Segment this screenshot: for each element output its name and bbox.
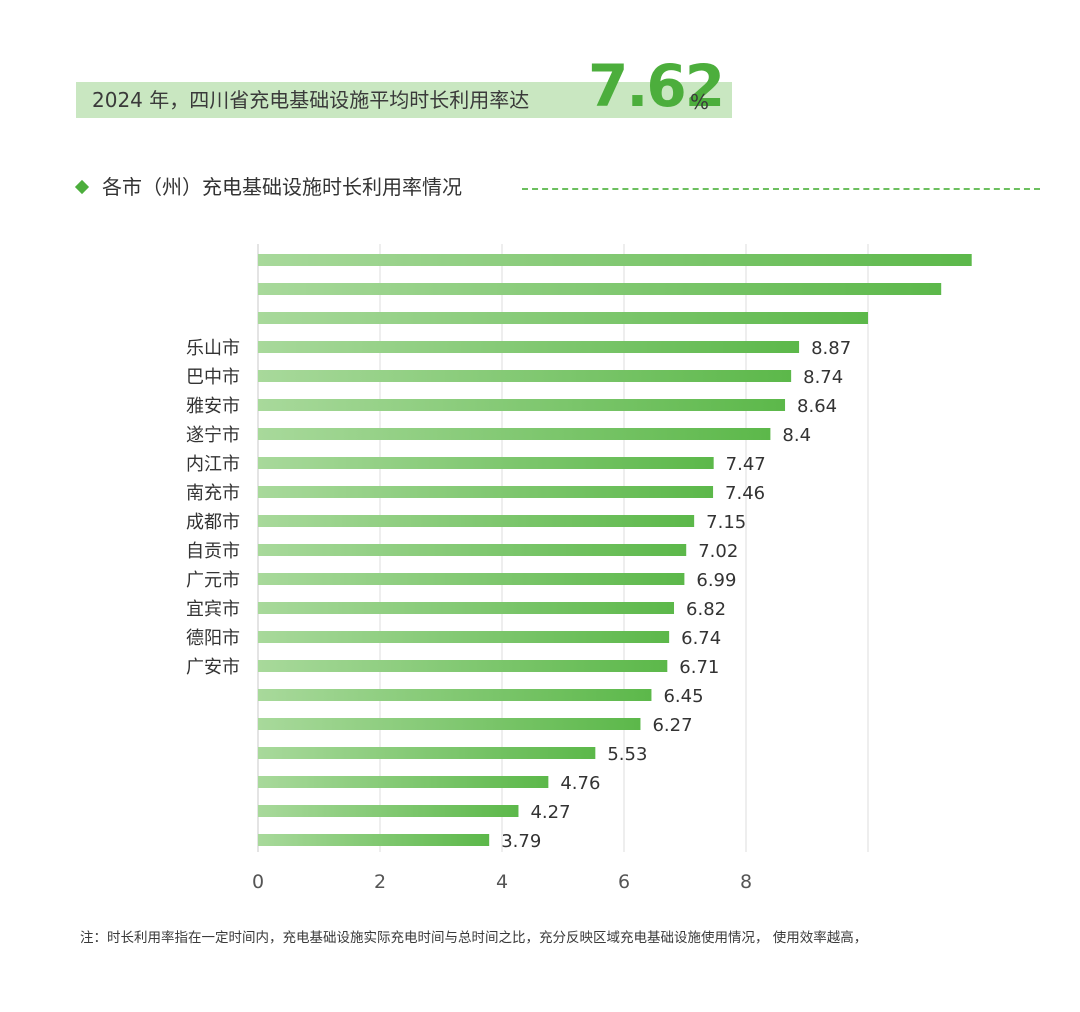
bar xyxy=(258,457,714,469)
value-label: 6.27 xyxy=(652,715,692,736)
category-label: 南充市 xyxy=(186,483,240,504)
headline-unit: % xyxy=(690,90,710,114)
bar xyxy=(258,399,786,411)
value-label: 6.74 xyxy=(681,628,721,649)
category-label: 广安市 xyxy=(186,657,240,678)
section-title: 各市（州）充电基础设施时长利用率情况 xyxy=(102,175,462,199)
headline-banner xyxy=(76,82,732,118)
bar xyxy=(258,660,668,672)
category-label: 遂宁市 xyxy=(186,425,240,446)
bar xyxy=(258,689,652,701)
section-divider xyxy=(522,188,1040,190)
x-tick-label: 4 xyxy=(496,871,508,893)
category-label: 成都市 xyxy=(186,512,240,533)
value-label: 8.64 xyxy=(797,396,837,417)
bar xyxy=(258,631,670,643)
bar xyxy=(258,486,714,498)
value-label: 5.53 xyxy=(607,744,647,765)
value-label: 8.87 xyxy=(811,338,851,359)
headline-value: 7.62 xyxy=(588,52,725,120)
value-label: 7.02 xyxy=(698,541,738,562)
category-label: 乐山市 xyxy=(186,338,240,359)
x-tick-label: 2 xyxy=(374,871,386,893)
category-label: 德阳市 xyxy=(186,628,240,649)
bar xyxy=(258,718,641,730)
diamond-bullet-icon xyxy=(74,179,90,195)
value-label: 8.4 xyxy=(782,425,811,446)
bar xyxy=(258,254,972,266)
bar xyxy=(258,747,596,759)
value-label: 4.76 xyxy=(560,773,600,794)
value-label: 4.27 xyxy=(530,802,570,823)
value-label: 3.79 xyxy=(501,831,541,852)
bar xyxy=(258,515,695,527)
category-label: 巴中市 xyxy=(186,367,240,388)
bar xyxy=(258,602,675,614)
value-label: 7.15 xyxy=(706,512,746,533)
category-label: 自贡市 xyxy=(186,541,240,562)
value-label: 7.46 xyxy=(725,483,765,504)
category-label: 宜宾市 xyxy=(186,599,240,620)
x-axis-ticks: 0 2 4 6 8 xyxy=(252,871,752,893)
bars xyxy=(258,254,972,846)
value-label: 6.45 xyxy=(663,686,703,707)
x-tick-label: 8 xyxy=(740,871,752,893)
value-labels: 8.87 8.74 8.64 8.4 7.47 7.46 7.15 7.02 6.99 6.82 6… xyxy=(501,338,851,852)
bar xyxy=(258,776,549,788)
value-label: 8.74 xyxy=(803,367,843,388)
value-label: 6.71 xyxy=(679,657,719,678)
bar xyxy=(258,312,868,324)
x-tick-label: 0 xyxy=(252,871,264,893)
category-label: 内江市 xyxy=(186,454,240,475)
category-label: 雅安市 xyxy=(186,396,240,417)
bar xyxy=(258,283,942,295)
bar xyxy=(258,573,685,585)
bar xyxy=(258,834,490,846)
bar xyxy=(258,370,792,382)
value-label: 6.99 xyxy=(696,570,736,591)
value-label: 6.82 xyxy=(686,599,726,620)
footnote: 注：时长利用率指在一定时间内，充电基础设施实际充电时间与总时间之比，充分反映区域… xyxy=(80,930,868,946)
headline-text: 2024 年，四川省充电基础设施平均时长利用率达 xyxy=(92,88,530,112)
value-label: 7.47 xyxy=(726,454,766,475)
bar xyxy=(258,428,771,440)
bar xyxy=(258,341,800,353)
x-tick-label: 6 xyxy=(618,871,630,893)
category-label: 广元市 xyxy=(186,570,240,591)
bar xyxy=(258,805,519,817)
bar xyxy=(258,544,687,556)
